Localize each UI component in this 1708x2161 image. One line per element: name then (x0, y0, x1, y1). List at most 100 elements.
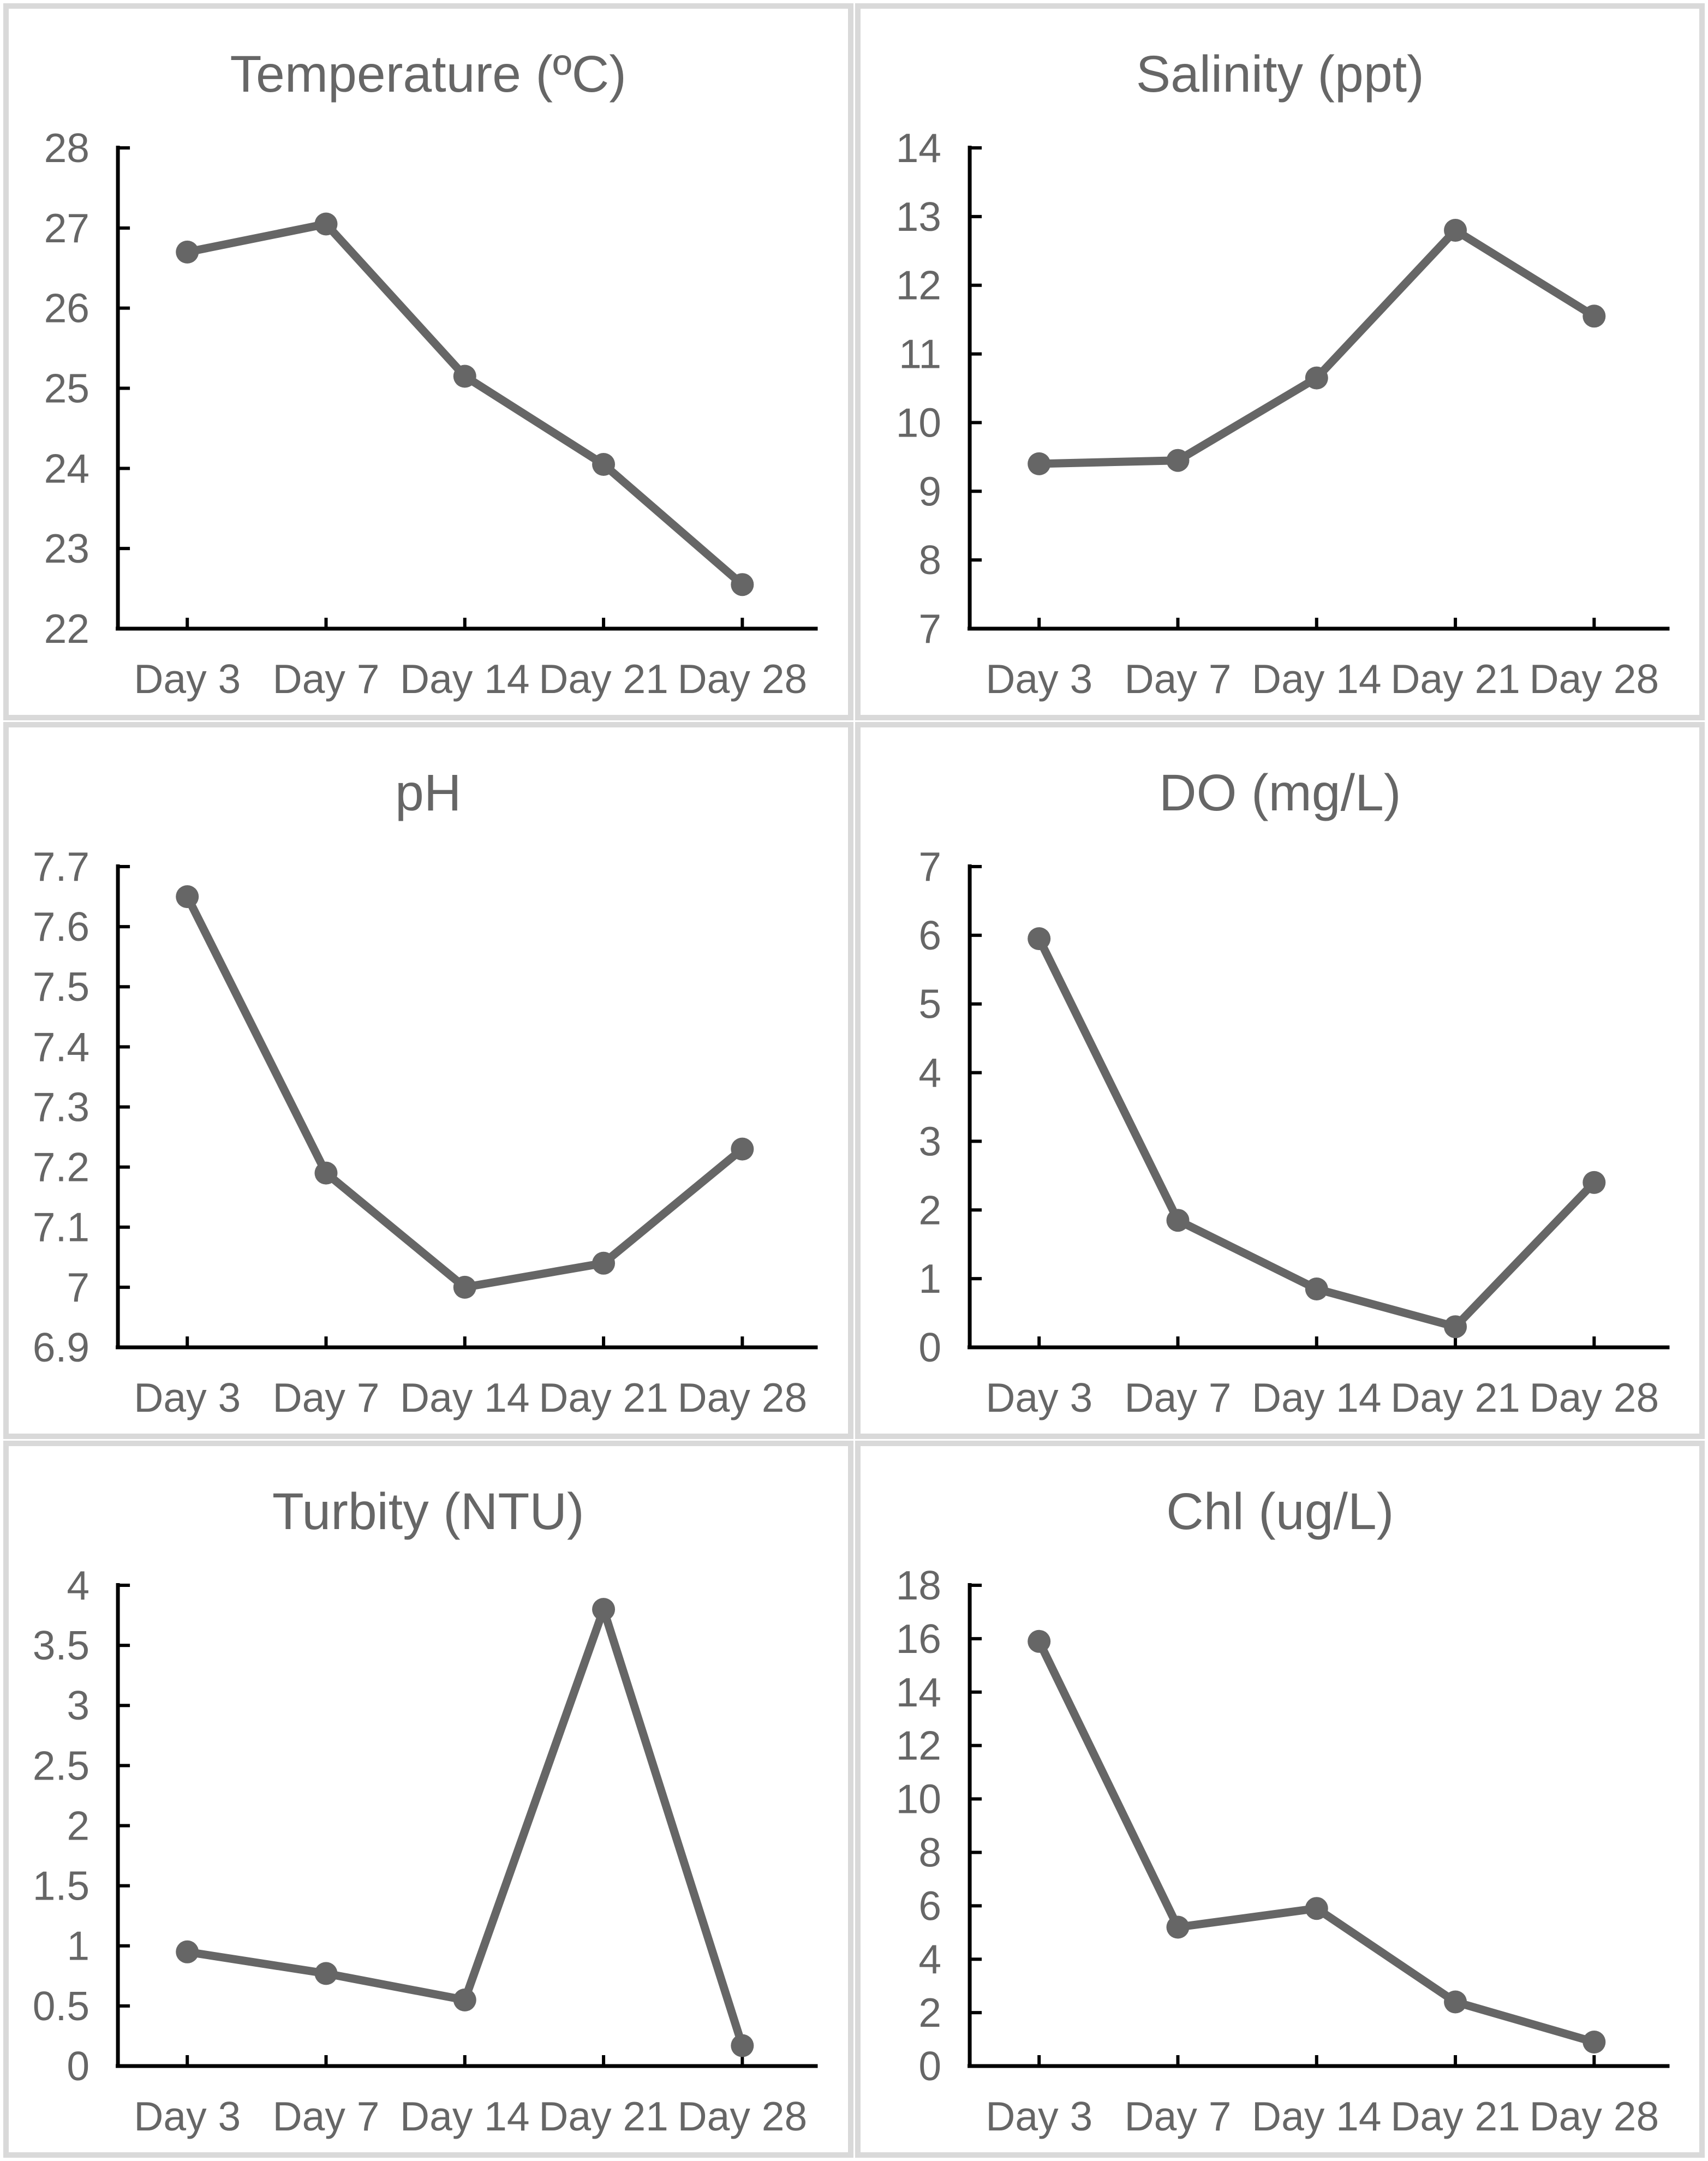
y-tick-label: 1 (67, 1923, 89, 1969)
do-line-chart: DO (mg/L) 7 6 5 4 3 2 1 0 Day 3 Day 7 Day 14 Day 21 D… (918, 764, 1669, 1420)
y-tick-label: 7.3 (33, 1084, 89, 1130)
y-tick-label: 2 (918, 1990, 941, 2035)
y-tick-label: 7 (918, 844, 941, 890)
y-tick-label: 3 (918, 1118, 941, 1164)
x-tick-label: Day 14 (400, 1375, 530, 1420)
y-tick-label: 7.4 (33, 1024, 89, 1070)
y-tick-label: 0 (67, 2043, 89, 2089)
y-tick-label: 2.5 (33, 1742, 89, 1788)
x-tick-label: Day 3 (134, 2093, 241, 2139)
chart-panel-do: DO (mg/L) 7 6 5 4 3 2 1 0 Day 3 Day 7 Day 14 Day 21 D… (855, 722, 1705, 1439)
chart-panel-salinity: Salinity (ppt) 14 13 12 11 10 9 8 7 Day 3 Day 7 Day… (855, 3, 1705, 720)
y-tick-label: 14 (895, 125, 941, 171)
y-tick-label: 16 (895, 1616, 941, 1662)
y-tick-label: 24 (44, 445, 89, 491)
y-tick-label: 14 (895, 1669, 941, 1715)
x-tick-label: Day 7 (1124, 656, 1231, 702)
y-tick-label: 12 (895, 262, 941, 308)
y-tick-label: 27 (44, 205, 89, 251)
x-tick-label: Day 28 (677, 656, 807, 702)
chart-panel-turbity: Turbity (NTU) 4 3.5 3 2.5 2 1.5 1 0.5 0 Day 3 Day 7… (3, 1441, 853, 2158)
data-point-marker (1305, 366, 1328, 390)
data-point-marker (1443, 219, 1467, 242)
x-tick-label: Day 21 (539, 656, 668, 702)
data-point-marker (1582, 1171, 1605, 1194)
y-tick-label: 7.6 (33, 904, 89, 950)
data-point-marker (453, 1988, 476, 2011)
y-tick-label: 1 (918, 1256, 941, 1302)
x-tick-label: Day 14 (1251, 656, 1381, 702)
x-tick-label: Day 14 (400, 2093, 530, 2139)
data-point-marker (1582, 2031, 1605, 2053)
y-tick-label: 0.5 (33, 1983, 89, 2029)
chart-panel-chl: Chl (ug/L) 18 16 14 12 10 8 6 4 2 0 Day 3 Day 7 Day 1… (855, 1441, 1705, 2158)
x-tick-label: Day 3 (986, 2093, 1092, 2139)
x-tick-label: Day 28 (1529, 1375, 1659, 1420)
x-tick-label: Day 3 (986, 1375, 1092, 1420)
data-point-marker (592, 1251, 616, 1275)
y-tick-label: 23 (44, 526, 89, 571)
data-point-marker (1305, 1278, 1328, 1300)
x-tick-label: Day 14 (400, 656, 530, 702)
data-point-marker (314, 1962, 338, 1985)
x-tick-label: Day 28 (677, 1375, 807, 1420)
y-tick-label: 18 (895, 1562, 941, 1608)
data-point-marker (1166, 1209, 1189, 1232)
x-tick-label: Day 3 (134, 1375, 241, 1420)
data-point-marker (592, 453, 616, 476)
x-tick-label: Day 21 (1390, 1375, 1520, 1420)
y-tick-label: 25 (44, 366, 89, 411)
data-point-marker (1443, 1315, 1467, 1339)
y-tick-label: 4 (918, 1936, 941, 1982)
chart-title: pH (395, 764, 461, 822)
chart-title: Salinity (ppt) (1136, 45, 1424, 103)
x-tick-label: Day 7 (1124, 2093, 1231, 2139)
chart-title: Turbity (NTU) (272, 1483, 584, 1541)
data-point-marker (1027, 1629, 1050, 1653)
data-point-marker (1166, 1915, 1189, 1939)
y-tick-label: 10 (895, 1776, 941, 1822)
data-point-marker (731, 1137, 754, 1161)
y-tick-label: 7.1 (33, 1204, 89, 1250)
x-tick-label: Day 28 (1529, 2093, 1659, 2139)
y-tick-label: 26 (44, 285, 89, 331)
data-point-marker (731, 2034, 754, 2057)
chart-panel-temperature: Temperature (ºC) 28 27 26 25 24 23 22 Day 3 Day 7… (3, 3, 853, 720)
y-tick-label: 7 (67, 1264, 89, 1310)
data-point-marker (592, 1598, 616, 1621)
data-line (1035, 934, 1598, 1331)
data-point-marker (453, 365, 476, 388)
temperature-line-chart: Temperature (ºC) 28 27 26 25 24 23 22 Day 3 Day 7… (44, 45, 818, 702)
y-tick-label: 5 (918, 981, 941, 1027)
y-tick-label: 7 (918, 606, 941, 652)
y-tick-label: 7.7 (33, 844, 89, 890)
y-tick-label: 13 (895, 194, 941, 240)
data-point-marker (1305, 1897, 1328, 1920)
x-tick-label: Day 21 (1390, 656, 1520, 702)
chart-title: DO (mg/L) (1159, 764, 1401, 822)
x-tick-label: Day 21 (539, 2093, 668, 2139)
y-tick-label: 4 (918, 1050, 941, 1096)
y-tick-label: 8 (918, 1829, 941, 1875)
x-tick-label: Day 28 (677, 2093, 807, 2139)
y-tick-label: 8 (918, 537, 941, 583)
y-tick-label: 28 (44, 125, 89, 171)
data-point-marker (453, 1275, 476, 1299)
data-point-marker (1443, 1990, 1467, 2014)
x-tick-label: Day 3 (134, 656, 241, 702)
y-tick-label: 10 (895, 399, 941, 445)
chart-panel-ph: pH 7.7 7.6 7.5 7.4 7.3 7.2 7.1 7 6.9 Day 3 Day 7 Day… (3, 722, 853, 1439)
data-point-marker (176, 885, 199, 909)
y-tick-label: 9 (918, 468, 941, 514)
y-tick-label: 3 (67, 1682, 89, 1728)
data-line (1035, 226, 1598, 468)
x-tick-label: Day 28 (1529, 656, 1659, 702)
y-tick-label: 11 (899, 331, 941, 377)
y-tick-label: 6.9 (33, 1324, 89, 1370)
y-tick-label: 1.5 (33, 1863, 89, 1909)
data-line (1035, 1637, 1598, 2046)
salinity-line-chart: Salinity (ppt) 14 13 12 11 10 9 8 7 Day 3 Day 7 Day… (895, 45, 1669, 702)
data-line (183, 892, 746, 1292)
data-point-marker (1027, 452, 1050, 475)
